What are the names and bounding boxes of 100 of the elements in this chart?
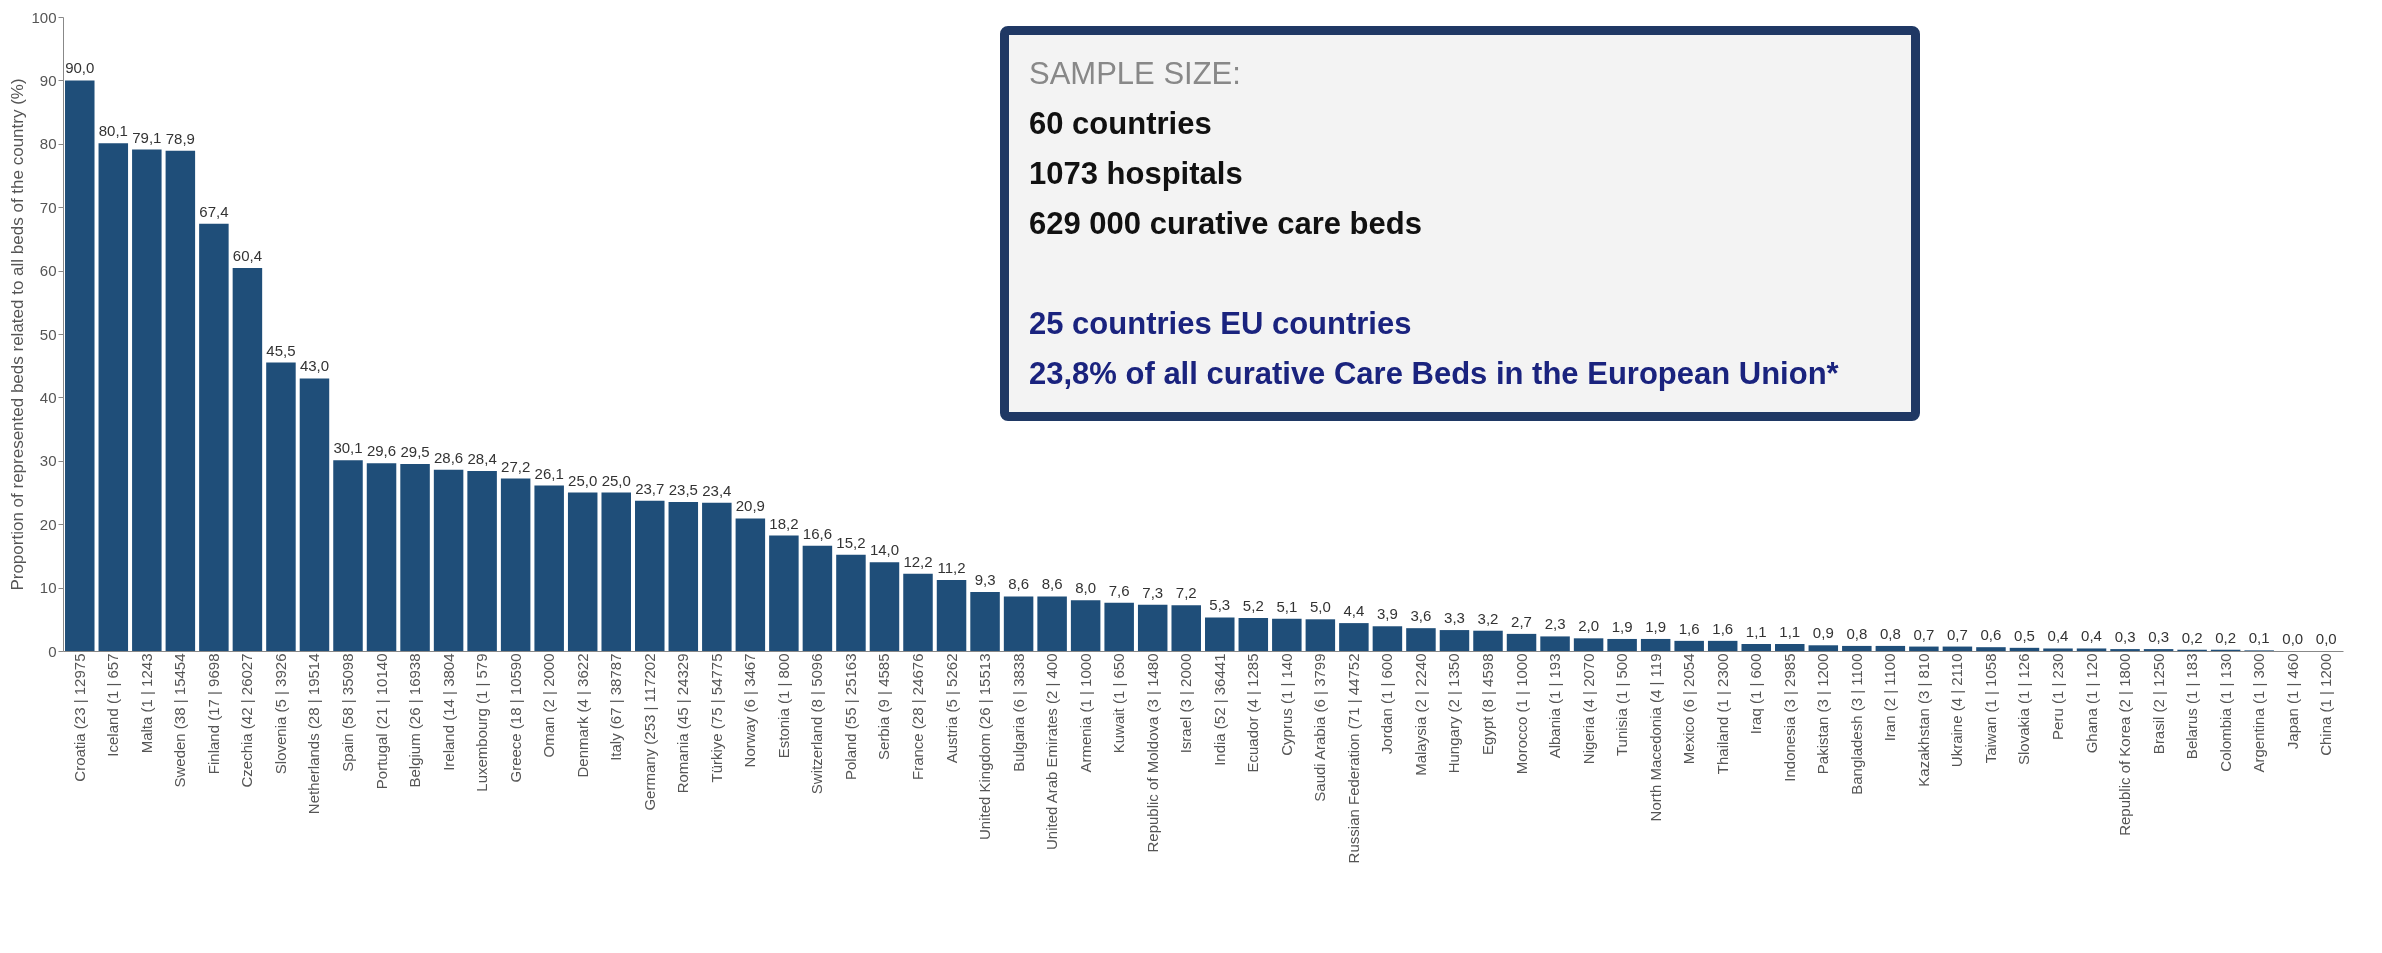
- data-label: 1,9: [1645, 617, 1667, 635]
- data-label: 0,4: [2047, 627, 2069, 645]
- bar: [500, 478, 531, 651]
- bar: [1339, 623, 1369, 651]
- x-tick-label: Poland (55 | 25163: [841, 653, 859, 780]
- data-label: 0,3: [2148, 628, 2170, 646]
- x-tick-label: Belarus (1 | 183: [2183, 653, 2201, 760]
- bar: [232, 268, 263, 651]
- annotation: 23,8% of all curative Care Beds in the European Union*: [1029, 355, 1840, 393]
- bar: [869, 562, 900, 651]
- bar: [534, 485, 564, 651]
- bar: [266, 362, 296, 651]
- data-label: 43,0: [299, 357, 330, 375]
- bar: [1272, 618, 1302, 651]
- x-tick-label: Albania (1 | 193: [1546, 653, 1564, 759]
- bar: [2009, 647, 2040, 651]
- data-label: 0,1: [2248, 629, 2270, 647]
- y-tick-label: 100: [31, 8, 57, 26]
- x-tick-label: Armenia (1 | 1000: [1076, 653, 1094, 773]
- x-tick-label: United Kingdom (26 | 15513: [976, 653, 994, 841]
- data-label: 1,6: [1712, 619, 1734, 637]
- bar: [1506, 633, 1537, 651]
- data-label: 0,7: [1946, 625, 1968, 643]
- x-tick-label: Bangladesh (3 | 1100: [1847, 653, 1865, 795]
- data-label: 1,6: [1678, 619, 1700, 637]
- x-tick-label: Malaysia (2 | 2240: [1411, 653, 1429, 776]
- data-label: 60,4: [232, 247, 263, 265]
- y-tick-label: 20: [39, 515, 57, 533]
- x-tick-label: Germany (253 | 117202: [640, 653, 658, 811]
- x-tick-label: Nigeria (4 | 2070: [1579, 653, 1597, 765]
- data-label: 18,2: [769, 514, 799, 532]
- x-tick-label: Tunisia (1 | 500: [1613, 653, 1631, 757]
- bar: [601, 492, 631, 651]
- data-label: 2,3: [1544, 615, 1566, 633]
- y-tick-label: 90: [39, 71, 57, 89]
- data-label: 5,1: [1276, 597, 1298, 615]
- data-label: 2,7: [1511, 612, 1532, 630]
- annotation: 1073 hospitals: [1029, 155, 1244, 193]
- bar: [1674, 640, 1704, 651]
- x-tick-label: Thailand (1 | 2300: [1713, 653, 1731, 775]
- data-label: 0,5: [2014, 626, 2035, 644]
- bar: [836, 554, 866, 651]
- x-tick-label: Iran (2 | 1100: [1881, 653, 1899, 742]
- data-label: 7,3: [1142, 583, 1164, 601]
- x-tick-label: Cyprus (1 | 140: [1277, 653, 1295, 756]
- x-tick-label: Luxembourg (1 | 579: [473, 653, 491, 792]
- bar: [1640, 638, 1671, 651]
- data-label: 15,2: [836, 533, 866, 551]
- x-tick-label: Norway (6 | 3467: [741, 653, 759, 768]
- bar: [98, 143, 129, 651]
- data-label: 0,9: [1812, 624, 1834, 642]
- bar: [1540, 636, 1570, 651]
- y-tick-label: 0: [48, 642, 57, 660]
- data-label: 7,6: [1108, 581, 1130, 599]
- bar: [1372, 626, 1403, 651]
- data-label: 27,2: [501, 457, 531, 475]
- data-label: 0,2: [2215, 628, 2237, 646]
- annotation: 629 000 curative care beds: [1029, 205, 1423, 243]
- data-label: 29,6: [366, 442, 397, 460]
- data-label: 5,3: [1209, 596, 1231, 614]
- x-tick-label: Saudi Arabia (6 | 3799: [1311, 653, 1329, 802]
- bar: [702, 502, 732, 651]
- bar: [802, 545, 833, 651]
- y-tick-label: 70: [39, 198, 57, 216]
- data-label: 3,3: [1444, 609, 1465, 627]
- data-label: 4,4: [1343, 602, 1365, 620]
- data-label: 8,6: [1041, 575, 1063, 593]
- x-tick-label: Republic of Moldova (3 | 1480: [1143, 653, 1161, 853]
- bar: [2076, 648, 2107, 651]
- x-tick-label: Colombia (1 | 130: [2216, 653, 2234, 772]
- x-tick-label: Slovenia (5 | 3926: [271, 653, 289, 775]
- bar: [1775, 644, 1805, 651]
- x-tick-label: China (1 | 1200: [2317, 653, 2335, 756]
- x-tick-label: Greece (18 | 10590: [506, 653, 524, 783]
- data-label: 0,8: [1879, 624, 1901, 642]
- x-tick-label: Denmark (4 | 3622: [573, 653, 591, 778]
- data-label: 80,1: [98, 122, 128, 140]
- bar: [735, 518, 766, 651]
- bar: [132, 149, 162, 651]
- y-tick-label: 60: [39, 262, 57, 280]
- x-tick-label: Republic of Korea (2 | 1800: [2116, 653, 2134, 836]
- bar: [366, 463, 397, 651]
- data-label: 78,9: [165, 129, 195, 147]
- data-label: 28,6: [433, 448, 464, 466]
- bar: [936, 579, 967, 651]
- x-tick-label: Romania (45 | 24329: [674, 653, 692, 794]
- data-label: 1,1: [1779, 623, 1801, 641]
- bar: [970, 592, 1000, 651]
- bar: [1909, 646, 1939, 651]
- bar: [1473, 630, 1503, 651]
- bar: [1439, 630, 1470, 651]
- bar: [333, 460, 363, 651]
- bar: [1607, 638, 1637, 651]
- bar: [1003, 596, 1034, 651]
- x-tick-label: Sweden (38 | 15454: [171, 653, 189, 788]
- x-tick-label: Hungary (2 | 1350: [1445, 653, 1463, 774]
- x-tick-label: Portugal (21 | 10140: [372, 653, 390, 790]
- x-tick-label: Switzerland (8 | 5096: [808, 653, 826, 795]
- data-label: 8,6: [1008, 575, 1030, 593]
- x-tick-label: Jordan (1 | 600: [1378, 653, 1396, 755]
